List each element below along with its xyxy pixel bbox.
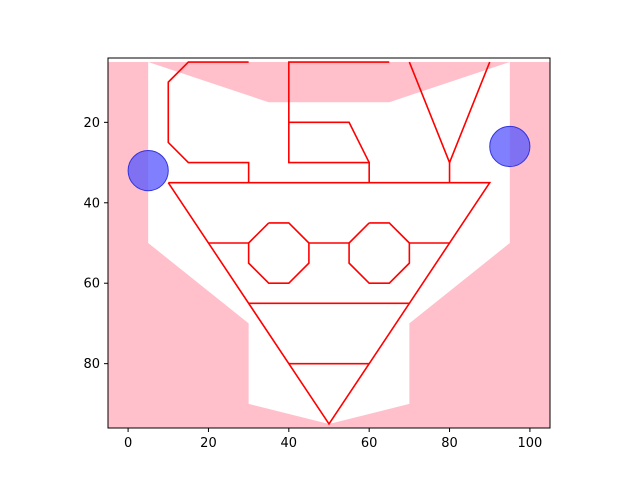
axes-frame <box>107 57 551 429</box>
plot-area <box>108 61 550 428</box>
line-E-stem <box>288 61 390 183</box>
y-tick-label: 60 <box>83 277 100 292</box>
x-tick-label: 20 <box>200 436 217 451</box>
y-tick-label: 40 <box>83 196 100 211</box>
x-tick-label: 60 <box>361 436 378 451</box>
data-point-1 <box>127 150 169 192</box>
line-E-middle <box>288 121 370 163</box>
x-tick-label: 40 <box>281 436 298 451</box>
data-point-2 <box>489 125 531 168</box>
line-C <box>167 61 250 183</box>
x-tick-label: 100 <box>517 436 542 451</box>
line-left-eye <box>247 222 310 285</box>
y-tick-label: 80 <box>83 357 100 372</box>
x-tick-label: 0 <box>124 436 132 451</box>
line-right-eye <box>348 222 411 285</box>
tick-layer: 0 20 40 60 80 100 20 40 60 80 <box>83 116 542 451</box>
x-tick-label: 80 <box>441 436 458 451</box>
y-tick-label: 20 <box>83 116 100 131</box>
